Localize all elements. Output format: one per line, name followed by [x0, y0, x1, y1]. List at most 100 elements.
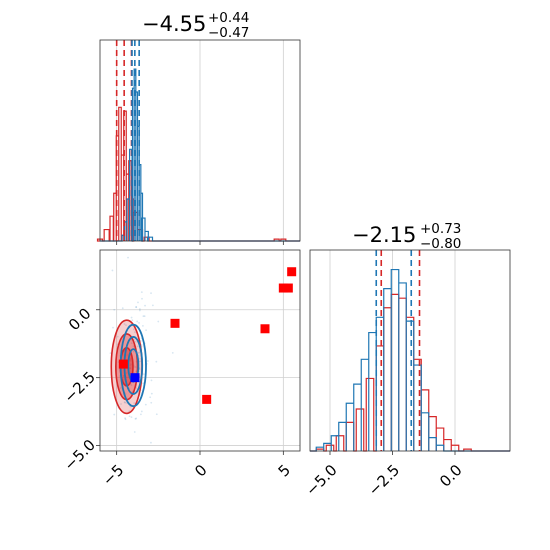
joint-sample-point [113, 413, 116, 416]
param1-title-upper: +0.44 [208, 10, 249, 26]
joint-marker-red [278, 283, 288, 293]
joint-markers [118, 267, 297, 404]
joint-sample-point [130, 342, 133, 345]
joint-marker-red [260, 324, 270, 334]
joint-sample-point [139, 360, 141, 363]
joint-sample-point [137, 352, 140, 354]
joint-sample-point [129, 367, 132, 370]
hist-param2-tick-label: −2.5 [365, 461, 403, 499]
joint-sample-point [132, 328, 135, 331]
joint-sample-point [141, 297, 143, 300]
joint-sample-point [129, 367, 132, 369]
joint-marker-red [118, 359, 128, 369]
param2-title: −2.15 [352, 223, 416, 247]
hist-param2-frame [309, 249, 511, 452]
joint-sample-point [149, 396, 152, 399]
joint-sample-point [129, 359, 132, 362]
joint-y-tick-label: 0.0 [65, 305, 95, 335]
joint-sample-point [116, 335, 119, 338]
joint-sample-point [130, 384, 133, 387]
joint-sample-point [144, 403, 147, 406]
hist-param2-blue-series [310, 268, 510, 452]
joint-sample-point [113, 308, 116, 311]
hist-param1-panel [96, 39, 301, 245]
joint-sample-point [138, 351, 141, 354]
joint-sample-point [132, 350, 135, 353]
joint-sample-point [147, 360, 149, 362]
joint-sample-point [150, 392, 153, 395]
hist-param1-red-series [96, 106, 300, 242]
joint-sample-point [129, 363, 132, 366]
hist-param2-ticks: −5.0 −2.5 0.0 [302, 451, 466, 500]
joint-sample-point [134, 366, 137, 368]
joint-sample-point [123, 401, 126, 404]
param2-title-upper: +0.73 [420, 221, 461, 237]
hist-param2-tick-label: −5.0 [302, 461, 340, 499]
param1-title-value: −4.55 [142, 12, 206, 36]
hist-param1-bars [96, 68, 300, 242]
hist-param1-quantiles [115, 40, 140, 241]
hist-param2-panel: −5.0 −2.5 0.0 [302, 249, 511, 500]
joint-marker-red [287, 267, 297, 277]
joint-sample-point [171, 351, 174, 354]
joint-sample-point [150, 379, 153, 382]
joint-sample-point [124, 417, 126, 420]
joint-sample-point [143, 373, 145, 376]
joint-sample-point [129, 358, 132, 361]
joint-sample-point [112, 326, 114, 329]
joint-sample-point [133, 402, 136, 405]
joint-sample-point [133, 365, 136, 368]
joint-sample-point [122, 374, 125, 377]
param1-title-lower: −0.47 [208, 25, 249, 41]
joint-x-tick-label: 5 [275, 461, 294, 480]
param2-title-value: −2.15 [352, 223, 416, 247]
joint-sample-point [111, 269, 114, 272]
joint-sample-point [139, 357, 142, 360]
joint-contours [110, 319, 147, 415]
joint-sample-point [130, 416, 133, 419]
joint-sample-point [134, 331, 136, 334]
joint-marker-blue [130, 373, 140, 383]
joint-sample-point [150, 292, 152, 295]
joint-sample-point [125, 324, 127, 327]
hist-param2-bars [310, 268, 510, 452]
joint-sample-point [130, 316, 133, 319]
joint-sample-point [136, 345, 139, 348]
joint-marker-red [170, 318, 180, 328]
joint-marker-red [202, 394, 212, 404]
joint-sample-point [120, 403, 122, 405]
joint-sample-point [144, 304, 146, 307]
joint-sample-point [131, 319, 134, 322]
joint-sample-point [142, 382, 144, 384]
joint-sample-point [138, 322, 140, 324]
joint-sample-point [122, 378, 125, 381]
joint-panel: −5 0 5 0.0 −2.5 −5.0 [61, 249, 301, 490]
joint-sample-point [140, 291, 143, 294]
joint-sample-point [155, 413, 158, 416]
joint-marker-red [283, 283, 293, 293]
joint-y-tick-label: −2.5 [61, 368, 99, 406]
joint-sample-point [150, 441, 152, 444]
joint-sample-point [136, 320, 139, 323]
joint-sample-point [124, 401, 127, 404]
joint-sample-point [126, 354, 128, 356]
joint-sample-point [140, 413, 142, 416]
joint-sample-point [127, 256, 129, 259]
hist-param1-blue-series [100, 68, 300, 242]
joint-sample-point [135, 417, 138, 420]
joint-sample-point [135, 306, 138, 308]
joint-sample-point [134, 417, 137, 420]
param1-title: −4.55 [142, 12, 206, 36]
joint-sample-point [143, 315, 146, 318]
joint-sample-point [120, 387, 122, 389]
joint-sample-point [138, 309, 141, 312]
hist-param2-grid [329, 250, 456, 451]
joint-sample-point [133, 431, 136, 433]
joint-sample-point [155, 360, 158, 363]
joint-sample-point [137, 301, 139, 304]
hist-param1-grid [116, 40, 284, 241]
param2-title-lower: −0.80 [420, 236, 461, 252]
joint-sample-point [121, 307, 124, 310]
joint-ticks: −5 0 5 0.0 −2.5 −5.0 [61, 305, 295, 490]
